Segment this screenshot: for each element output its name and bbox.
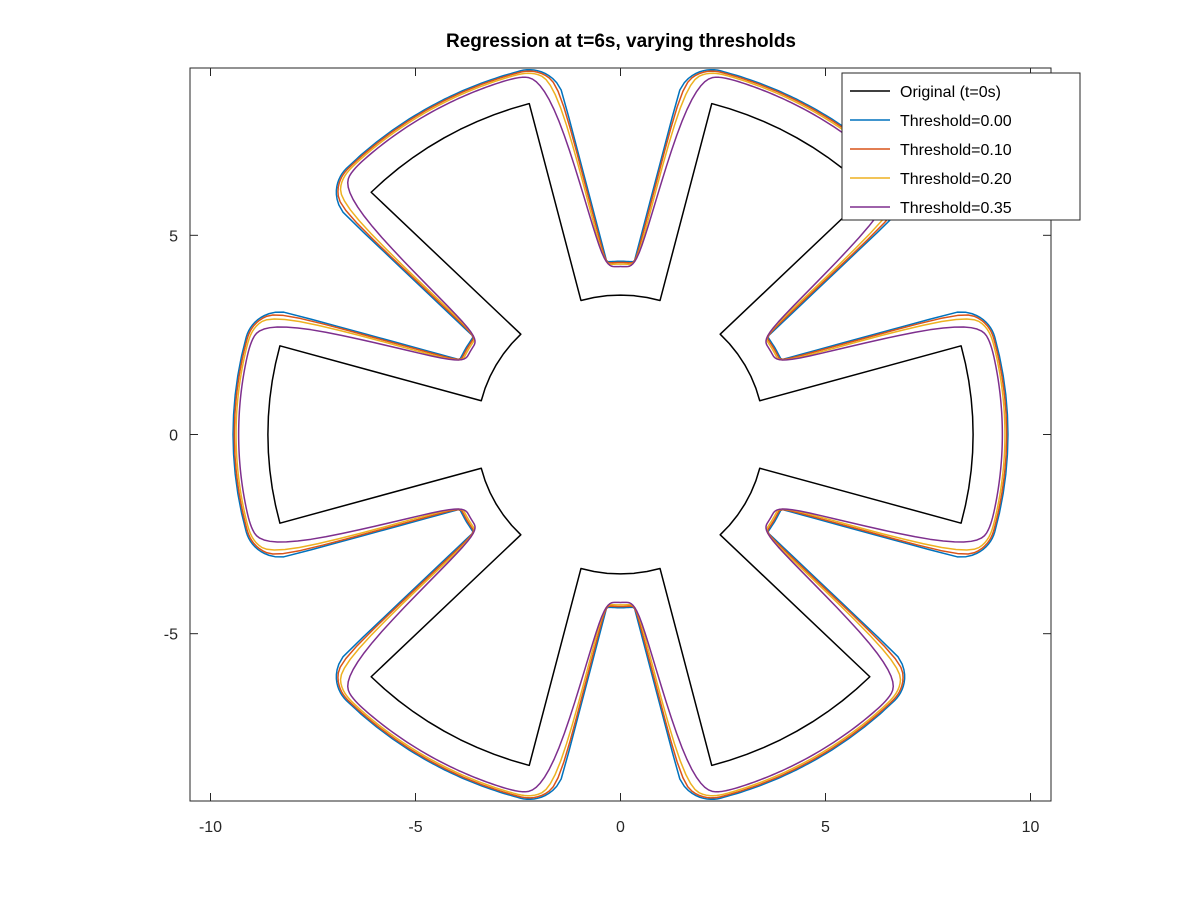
series-line-2 — [233, 70, 1008, 799]
y-tick-label: 5 — [169, 228, 178, 245]
legend-label: Threshold=0.10 — [900, 142, 1012, 159]
x-tick-label: 0 — [616, 819, 625, 836]
series-line-0 — [267, 102, 974, 767]
x-tick-label: -10 — [199, 819, 222, 836]
legend-label: Original (t=0s) — [900, 84, 1001, 101]
x-tick-label: 10 — [1022, 819, 1040, 836]
x-tick-label: -5 — [408, 819, 422, 836]
series-line-3 — [235, 72, 1006, 797]
x-axis: -10 -5 0 5 10 — [199, 68, 1040, 836]
y-tick-label: 0 — [169, 428, 178, 445]
series-line-4 — [237, 76, 1004, 793]
legend-label: Threshold=0.35 — [900, 200, 1012, 217]
curves-group — [232, 68, 1009, 801]
legend-label: Threshold=0.20 — [900, 171, 1012, 188]
y-tick-label: -5 — [164, 627, 178, 644]
x-tick-label: 5 — [821, 819, 830, 836]
legend: Original (t=0s) Threshold=0.00 Threshold=0… — [841, 72, 1081, 221]
y-axis: -5 0 5 — [164, 228, 1051, 644]
series-line-1 — [232, 68, 1009, 801]
chart-title: Regression at t=6s, varying thresholds — [446, 31, 796, 52]
legend-label: Threshold=0.00 — [900, 113, 1012, 130]
legend-box — [841, 72, 1081, 221]
